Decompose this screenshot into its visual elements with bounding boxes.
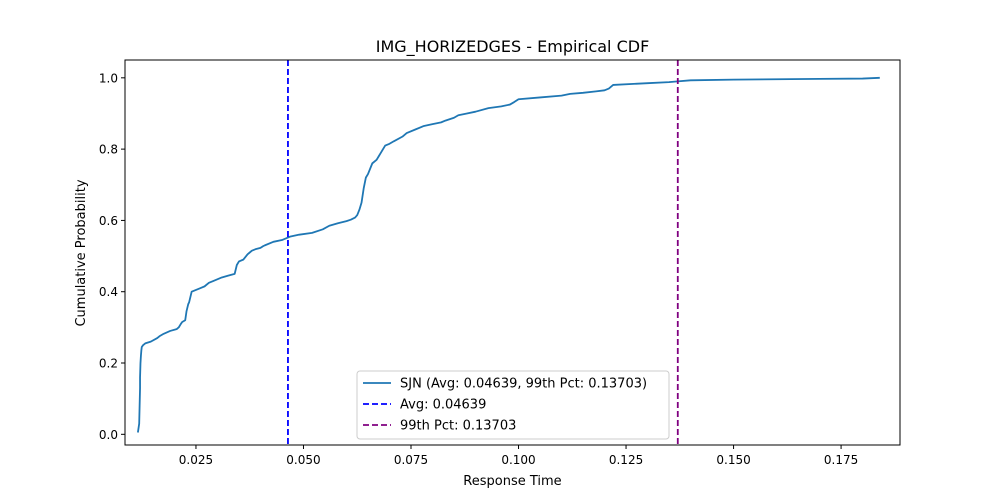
legend-label-avg: Avg: 0.04639 bbox=[400, 398, 486, 413]
legend-label-p99: 99th Pct: 0.13703 bbox=[400, 419, 516, 434]
legend-box bbox=[356, 370, 670, 440]
series-line-0 bbox=[137, 76, 880, 433]
x-axis-label: Response Time bbox=[463, 474, 561, 489]
x-tick-label: 0.125 bbox=[609, 453, 643, 467]
x-tick-label: 0.050 bbox=[286, 453, 320, 467]
y-tick-label: 0.8 bbox=[99, 143, 118, 157]
x-tick-label: 0.100 bbox=[501, 453, 535, 467]
marks-layer bbox=[137, 60, 880, 445]
y-tick-label: 1.0 bbox=[99, 71, 118, 85]
axes-frame bbox=[124, 59, 901, 446]
x-tick-label: 0.150 bbox=[716, 453, 750, 467]
y-tick-label: 0.2 bbox=[99, 357, 118, 371]
y-tick-label: 0.6 bbox=[99, 214, 118, 228]
x-tick-label: 0.075 bbox=[394, 453, 428, 467]
x-ticks: 0.025 0.050 0.075 0.100 0.125 0.150 0.175 bbox=[179, 445, 858, 467]
y-tick-label: 0.4 bbox=[99, 285, 118, 299]
y-axis-label: Cumulative Probability bbox=[74, 179, 89, 326]
chart-title: IMG_HORIZEDGES - Empirical CDF bbox=[376, 37, 650, 57]
y-ticks: 0.0 0.2 0.4 0.6 0.8 1.0 bbox=[99, 71, 125, 442]
legend-label-series: SJN (Avg: 0.04639, 99th Pct: 0.13703) bbox=[400, 377, 647, 392]
x-tick-label: 0.175 bbox=[824, 453, 858, 467]
legend: SJN (Avg: 0.04639, 99th Pct: 0.13703) Av… bbox=[356, 370, 670, 440]
x-tick-label: 0.025 bbox=[179, 453, 213, 467]
y-tick-label: 0.0 bbox=[99, 428, 118, 442]
